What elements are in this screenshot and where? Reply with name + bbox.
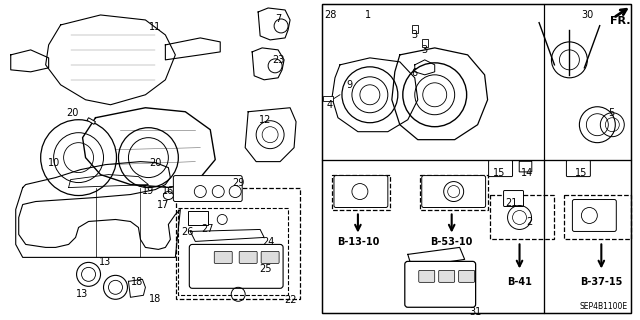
Text: FR.: FR. [611, 16, 631, 26]
Text: 7: 7 [275, 14, 281, 24]
Bar [188, 212, 208, 226]
Text: 16: 16 [162, 186, 175, 196]
Text: 21: 21 [506, 197, 518, 208]
Text: 14: 14 [522, 168, 534, 178]
Bar [545, 4, 631, 160]
FancyBboxPatch shape [334, 176, 388, 207]
Bar [322, 4, 545, 160]
Text: 13: 13 [99, 257, 111, 268]
Text: 18: 18 [149, 294, 161, 304]
FancyBboxPatch shape [572, 200, 616, 231]
Bar [420, 175, 488, 210]
Bar [322, 4, 631, 313]
FancyBboxPatch shape [404, 261, 476, 307]
FancyBboxPatch shape [189, 244, 283, 288]
Text: B-41: B-41 [507, 277, 532, 287]
Text: 2: 2 [526, 218, 532, 228]
FancyBboxPatch shape [519, 161, 532, 172]
Bar [322, 160, 545, 313]
Text: 18: 18 [131, 277, 143, 287]
FancyBboxPatch shape [438, 270, 454, 282]
Ellipse shape [163, 192, 173, 200]
FancyBboxPatch shape [173, 176, 242, 202]
FancyBboxPatch shape [179, 207, 288, 295]
Text: 5: 5 [608, 108, 614, 118]
Text: 20: 20 [149, 158, 161, 168]
Text: 10: 10 [47, 158, 60, 168]
Bar [412, 25, 418, 33]
FancyBboxPatch shape [261, 252, 279, 263]
Text: 9: 9 [347, 80, 353, 90]
FancyBboxPatch shape [239, 252, 257, 263]
FancyBboxPatch shape [566, 161, 590, 177]
Text: 17: 17 [157, 200, 170, 210]
Bar [564, 195, 631, 239]
Text: 13: 13 [76, 289, 89, 299]
Bar [422, 39, 428, 47]
Text: B-13-10: B-13-10 [337, 237, 379, 247]
Text: 28: 28 [324, 10, 336, 20]
Text: 27: 27 [201, 224, 214, 235]
Text: 19: 19 [142, 186, 154, 196]
Bar [87, 118, 95, 124]
Bar [323, 96, 333, 101]
Text: 12: 12 [259, 115, 271, 125]
FancyBboxPatch shape [488, 161, 513, 177]
Bar [177, 188, 300, 299]
Text: 3: 3 [412, 30, 418, 40]
Text: 23: 23 [272, 55, 284, 65]
Text: 4: 4 [327, 100, 333, 110]
FancyBboxPatch shape [214, 252, 232, 263]
Text: B-53-10: B-53-10 [431, 237, 473, 247]
Text: 30: 30 [581, 10, 593, 20]
Bar [332, 175, 390, 210]
Text: SEP4B1100E: SEP4B1100E [579, 302, 627, 311]
Text: 1: 1 [365, 10, 371, 20]
Text: 29: 29 [232, 178, 244, 188]
Text: 15: 15 [575, 168, 588, 178]
Text: 26: 26 [181, 228, 193, 237]
Text: 31: 31 [470, 307, 482, 317]
Text: 3: 3 [422, 45, 428, 55]
Text: 15: 15 [493, 168, 506, 178]
Text: 11: 11 [149, 22, 161, 32]
FancyBboxPatch shape [419, 270, 435, 282]
Text: 22: 22 [284, 295, 296, 305]
Text: 24: 24 [262, 237, 275, 247]
Text: 6: 6 [412, 68, 418, 78]
Bar [490, 195, 554, 239]
FancyBboxPatch shape [459, 270, 475, 282]
Text: 25: 25 [259, 264, 271, 274]
Bar [545, 160, 631, 313]
Text: 20: 20 [67, 108, 79, 118]
Text: B-37-15: B-37-15 [580, 277, 623, 287]
FancyBboxPatch shape [422, 176, 486, 207]
FancyBboxPatch shape [504, 190, 524, 206]
